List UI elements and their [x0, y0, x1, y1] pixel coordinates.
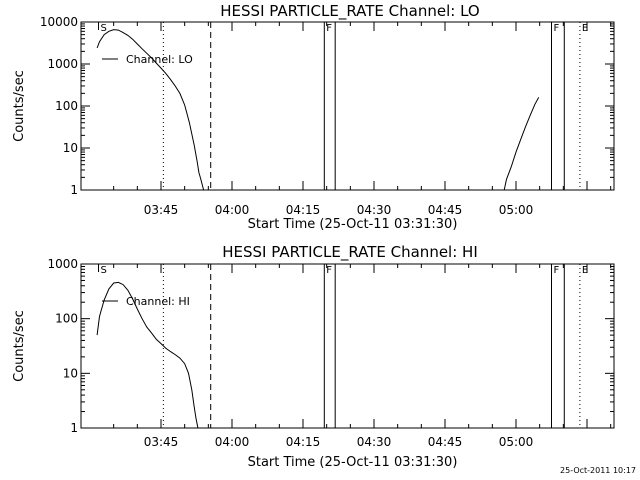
chart-1-x-tick-label: 05:00	[499, 435, 534, 449]
chart-0-y-axis-label: Counts/sec	[12, 70, 27, 142]
chart-0-title: HESSI PARTICLE_RATE Channel: LO	[220, 2, 479, 21]
chart-0-series-0-segment-1	[503, 97, 540, 190]
chart-1-y-tick-label: 1	[70, 421, 78, 435]
chart-0-x-tick-label: 05:00	[499, 203, 534, 217]
chart-1-marker-label: E	[582, 265, 588, 276]
chart-1-x-axis-label: Start Time (25-Oct-11 03:31:30)	[248, 455, 458, 470]
chart-1-x-tick-label: 04:15	[286, 435, 321, 449]
chart-1-y-tick-label: 100	[55, 312, 78, 326]
chart-1-frame	[80, 263, 615, 429]
chart-0-marker-label: F	[326, 23, 332, 34]
chart-0-y-tick-label: 10	[63, 141, 78, 155]
chart-0-y-tick-label: 1000	[47, 57, 78, 71]
chart-1-series-0-segment-0	[96, 281, 199, 428]
chart-1-title: HESSI PARTICLE_RATE Channel: HI	[222, 243, 478, 262]
chart-0-x-tick-label: 04:15	[286, 203, 321, 217]
chart-0-marker-label: S	[101, 23, 107, 34]
chart-0-x-tick-label: 04:00	[215, 203, 250, 217]
chart-0-legend-label: Channel: LO	[126, 53, 193, 66]
chart-0-series-0-segment-0	[96, 29, 205, 190]
chart-1-legend-label: Channel: HI	[126, 295, 190, 308]
chart-1-y-axis-label: Counts/sec	[12, 310, 27, 382]
chart-1-marker-label: F	[326, 265, 332, 276]
chart-1-y-tick-label: 10	[63, 366, 78, 380]
chart-0-marker-label: F	[554, 23, 560, 34]
footer-timestamp: 25-Oct-2011 10:17	[560, 466, 636, 475]
chart-0-y-tick-label: 100	[55, 99, 78, 113]
chart-0-y-tick-label: 10000	[40, 15, 78, 29]
chart-1-x-tick-label: 04:30	[357, 435, 392, 449]
chart-0-x-tick-label: 04:30	[357, 203, 392, 217]
chart-0-marker-label: E	[582, 23, 588, 34]
chart-1-x-tick-label: 03:45	[144, 435, 179, 449]
chart-1-x-tick-label: 04:45	[428, 435, 463, 449]
chart-1-marker-label: F	[554, 265, 560, 276]
chart-1-x-tick-label: 04:00	[215, 435, 250, 449]
chart-1-y-tick-label: 1000	[47, 257, 78, 271]
chart-1-marker-label: S	[101, 265, 107, 276]
chart-0-x-tick-label: 04:45	[428, 203, 463, 217]
chart-0-x-tick-label: 03:45	[144, 203, 179, 217]
chart-0-x-axis-label: Start Time (25-Oct-11 03:31:30)	[248, 217, 458, 232]
chart-0-y-tick-label: 1	[70, 183, 78, 197]
